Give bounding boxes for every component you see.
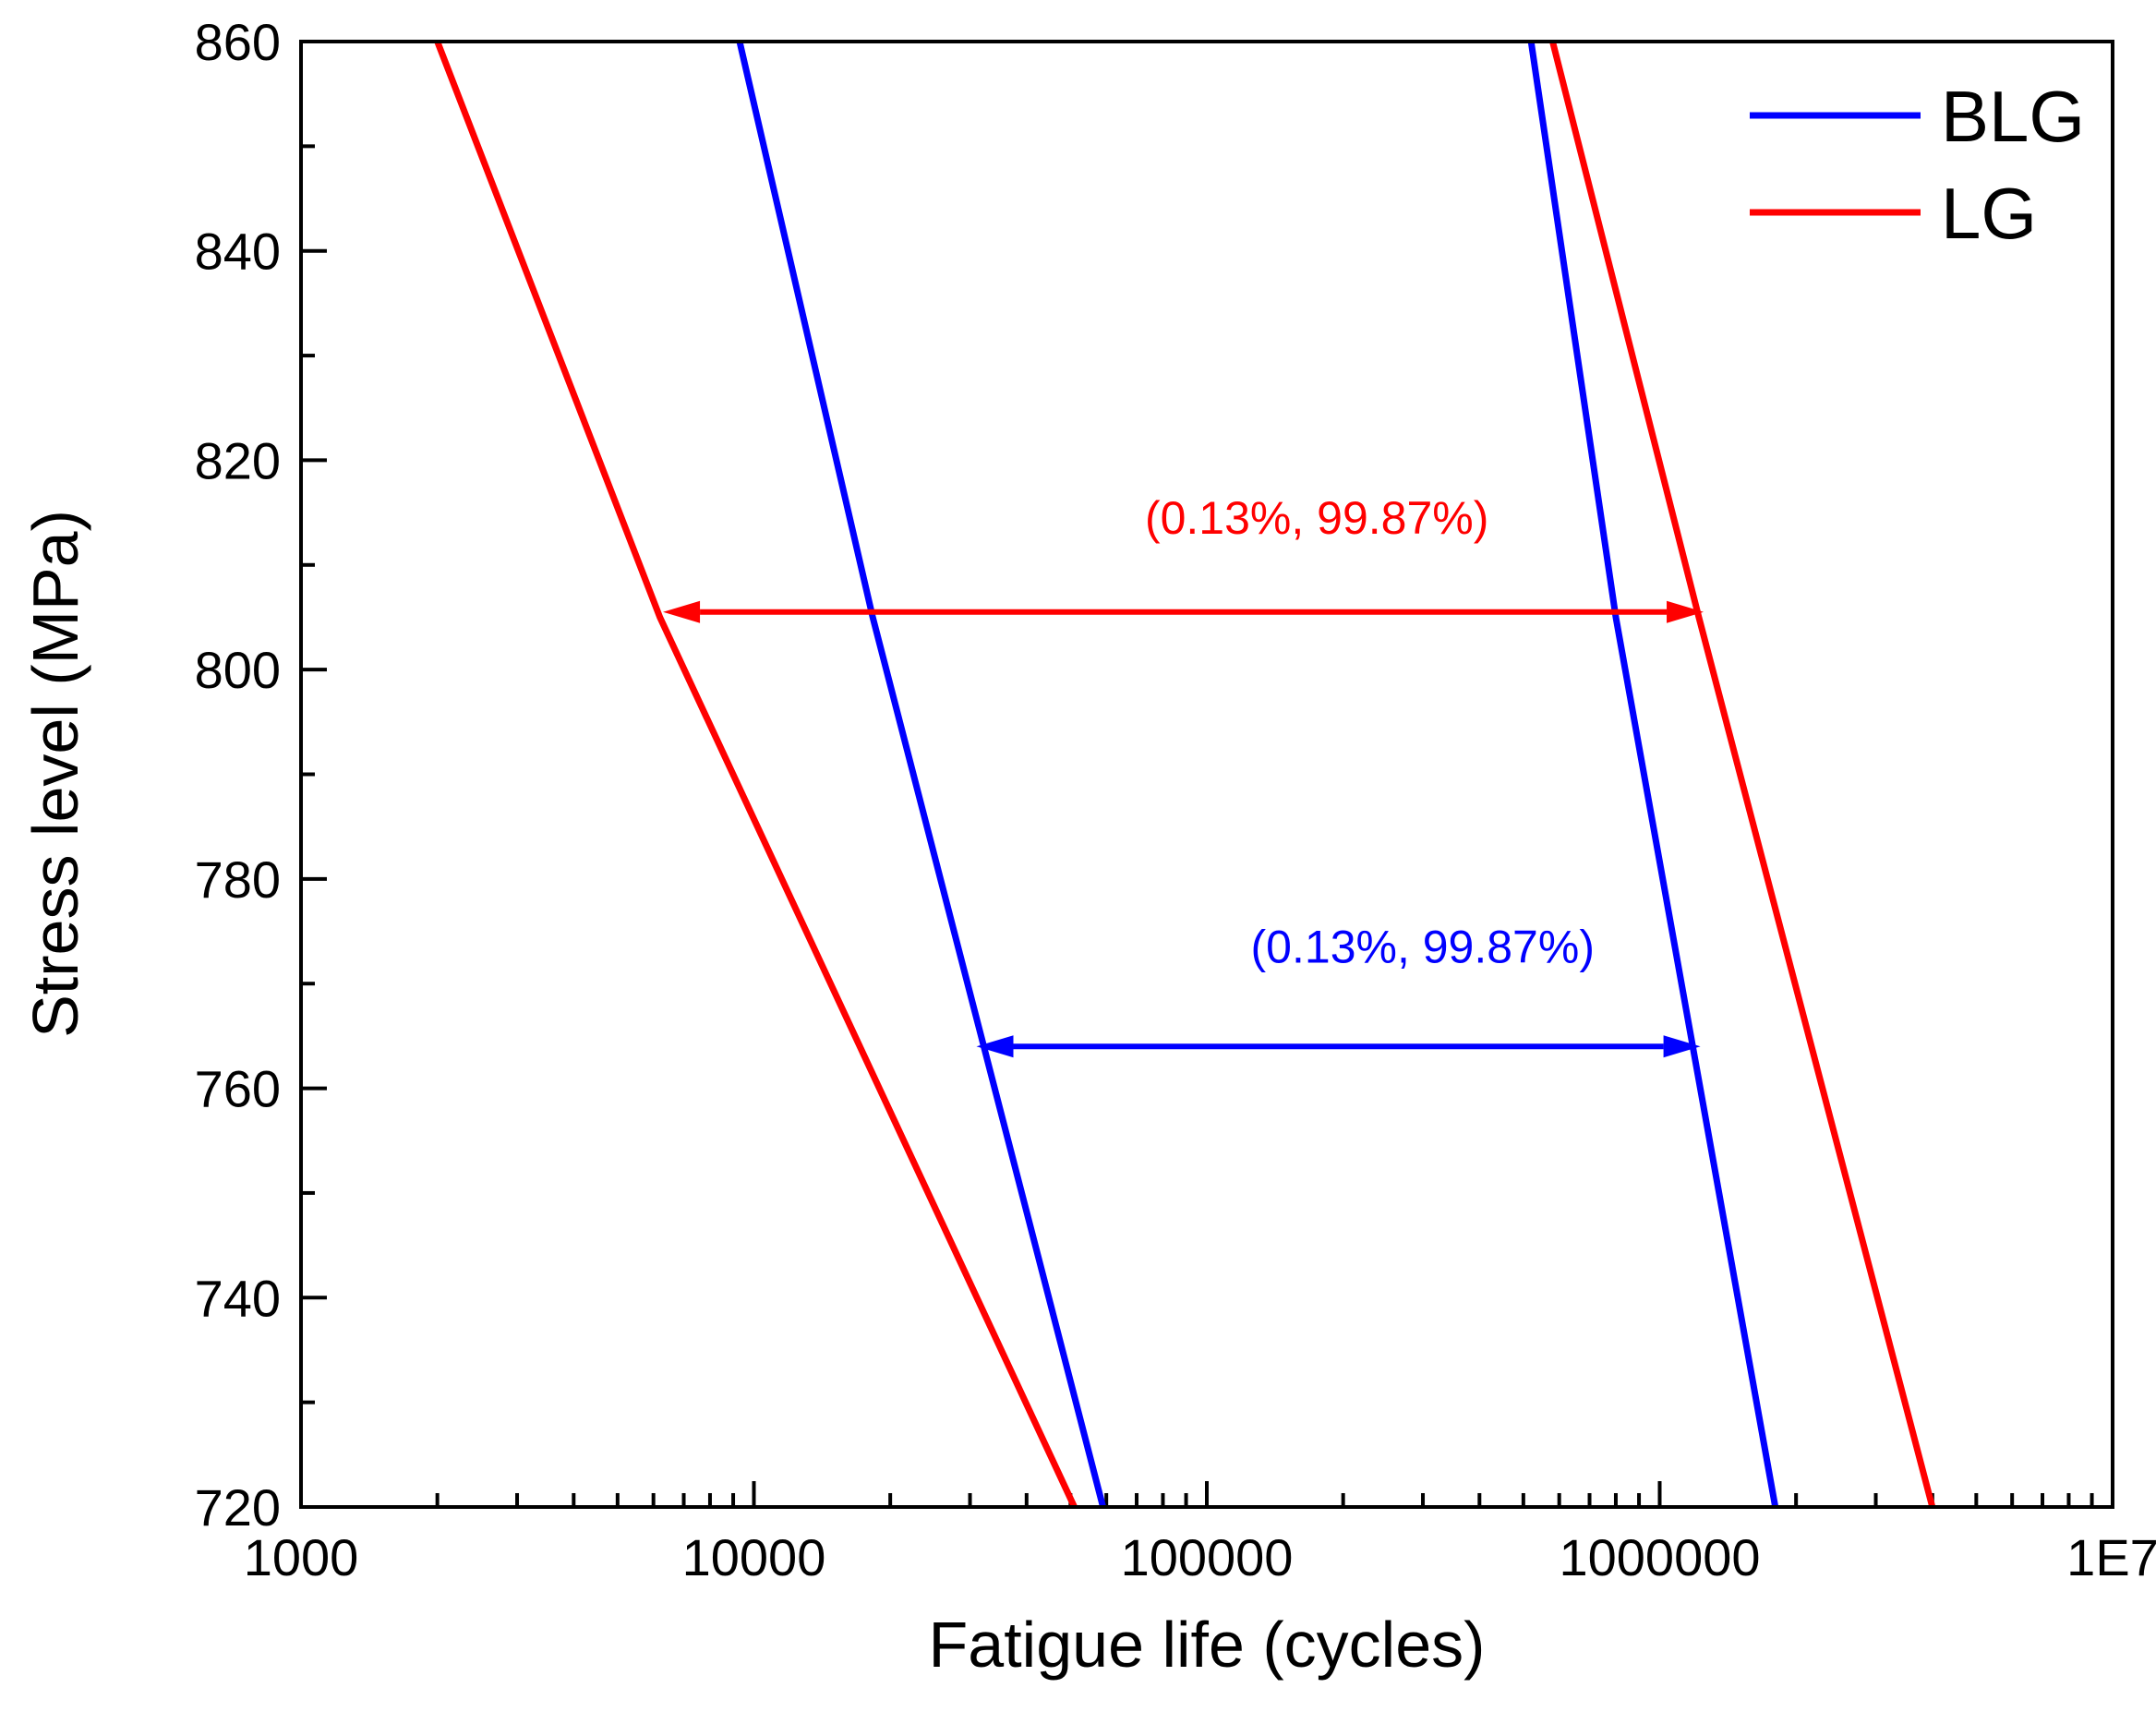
y-tick-label: 740 <box>195 1269 281 1327</box>
tick-labels-layer: 720 740 760 780 800 820 840 860 1000 10000 100000 1… <box>195 13 2156 1586</box>
x-tick-label: 1000000 <box>1559 1528 1760 1586</box>
x-tick-label: 10000 <box>682 1528 826 1586</box>
annotation-arrowhead-right <box>1667 600 1704 623</box>
y-tick-label: 860 <box>195 13 281 71</box>
plot-frame <box>299 40 2114 1509</box>
series-layer <box>434 40 1936 1509</box>
series-line-lg <box>1549 41 1936 1508</box>
series-line-lg <box>434 40 1078 1509</box>
y-tick-label: 840 <box>195 223 281 281</box>
x-tick-label: 100000 <box>1121 1528 1294 1586</box>
y-tick-label: 820 <box>195 431 281 489</box>
annotation-arrowhead-left <box>976 1035 1014 1058</box>
annotation-arrowhead-left <box>663 600 701 623</box>
series-line-blg <box>736 41 1106 1508</box>
annotation-label: (0.13%, 99.87%) <box>1145 492 1488 544</box>
y-tick-label: 800 <box>195 641 281 699</box>
y-tick-label: 720 <box>195 1478 281 1537</box>
annotation-arrowhead-right <box>1663 1035 1701 1058</box>
x-tick-label: 1E7 <box>2066 1528 2156 1586</box>
legend: BLG LG <box>1750 76 2085 254</box>
legend-label-lg: LG <box>1941 173 2037 254</box>
series-line-blg <box>1527 41 1779 1508</box>
legend-label-blg: BLG <box>1941 76 2085 157</box>
grid-ticks-layer <box>299 40 2114 1509</box>
y-axis-title: Stress level (MPa) <box>19 510 91 1038</box>
x-tick-label: 1000 <box>244 1528 359 1586</box>
annotations-layer: (0.13%, 99.87%) (0.13%, 99.87%) <box>663 492 1704 1058</box>
x-axis-title: Fatigue life (cycles) <box>929 1609 1486 1681</box>
y-tick-label: 760 <box>195 1060 281 1118</box>
y-tick-label: 780 <box>195 850 281 909</box>
annotation-label: (0.13%, 99.87%) <box>1251 922 1595 973</box>
